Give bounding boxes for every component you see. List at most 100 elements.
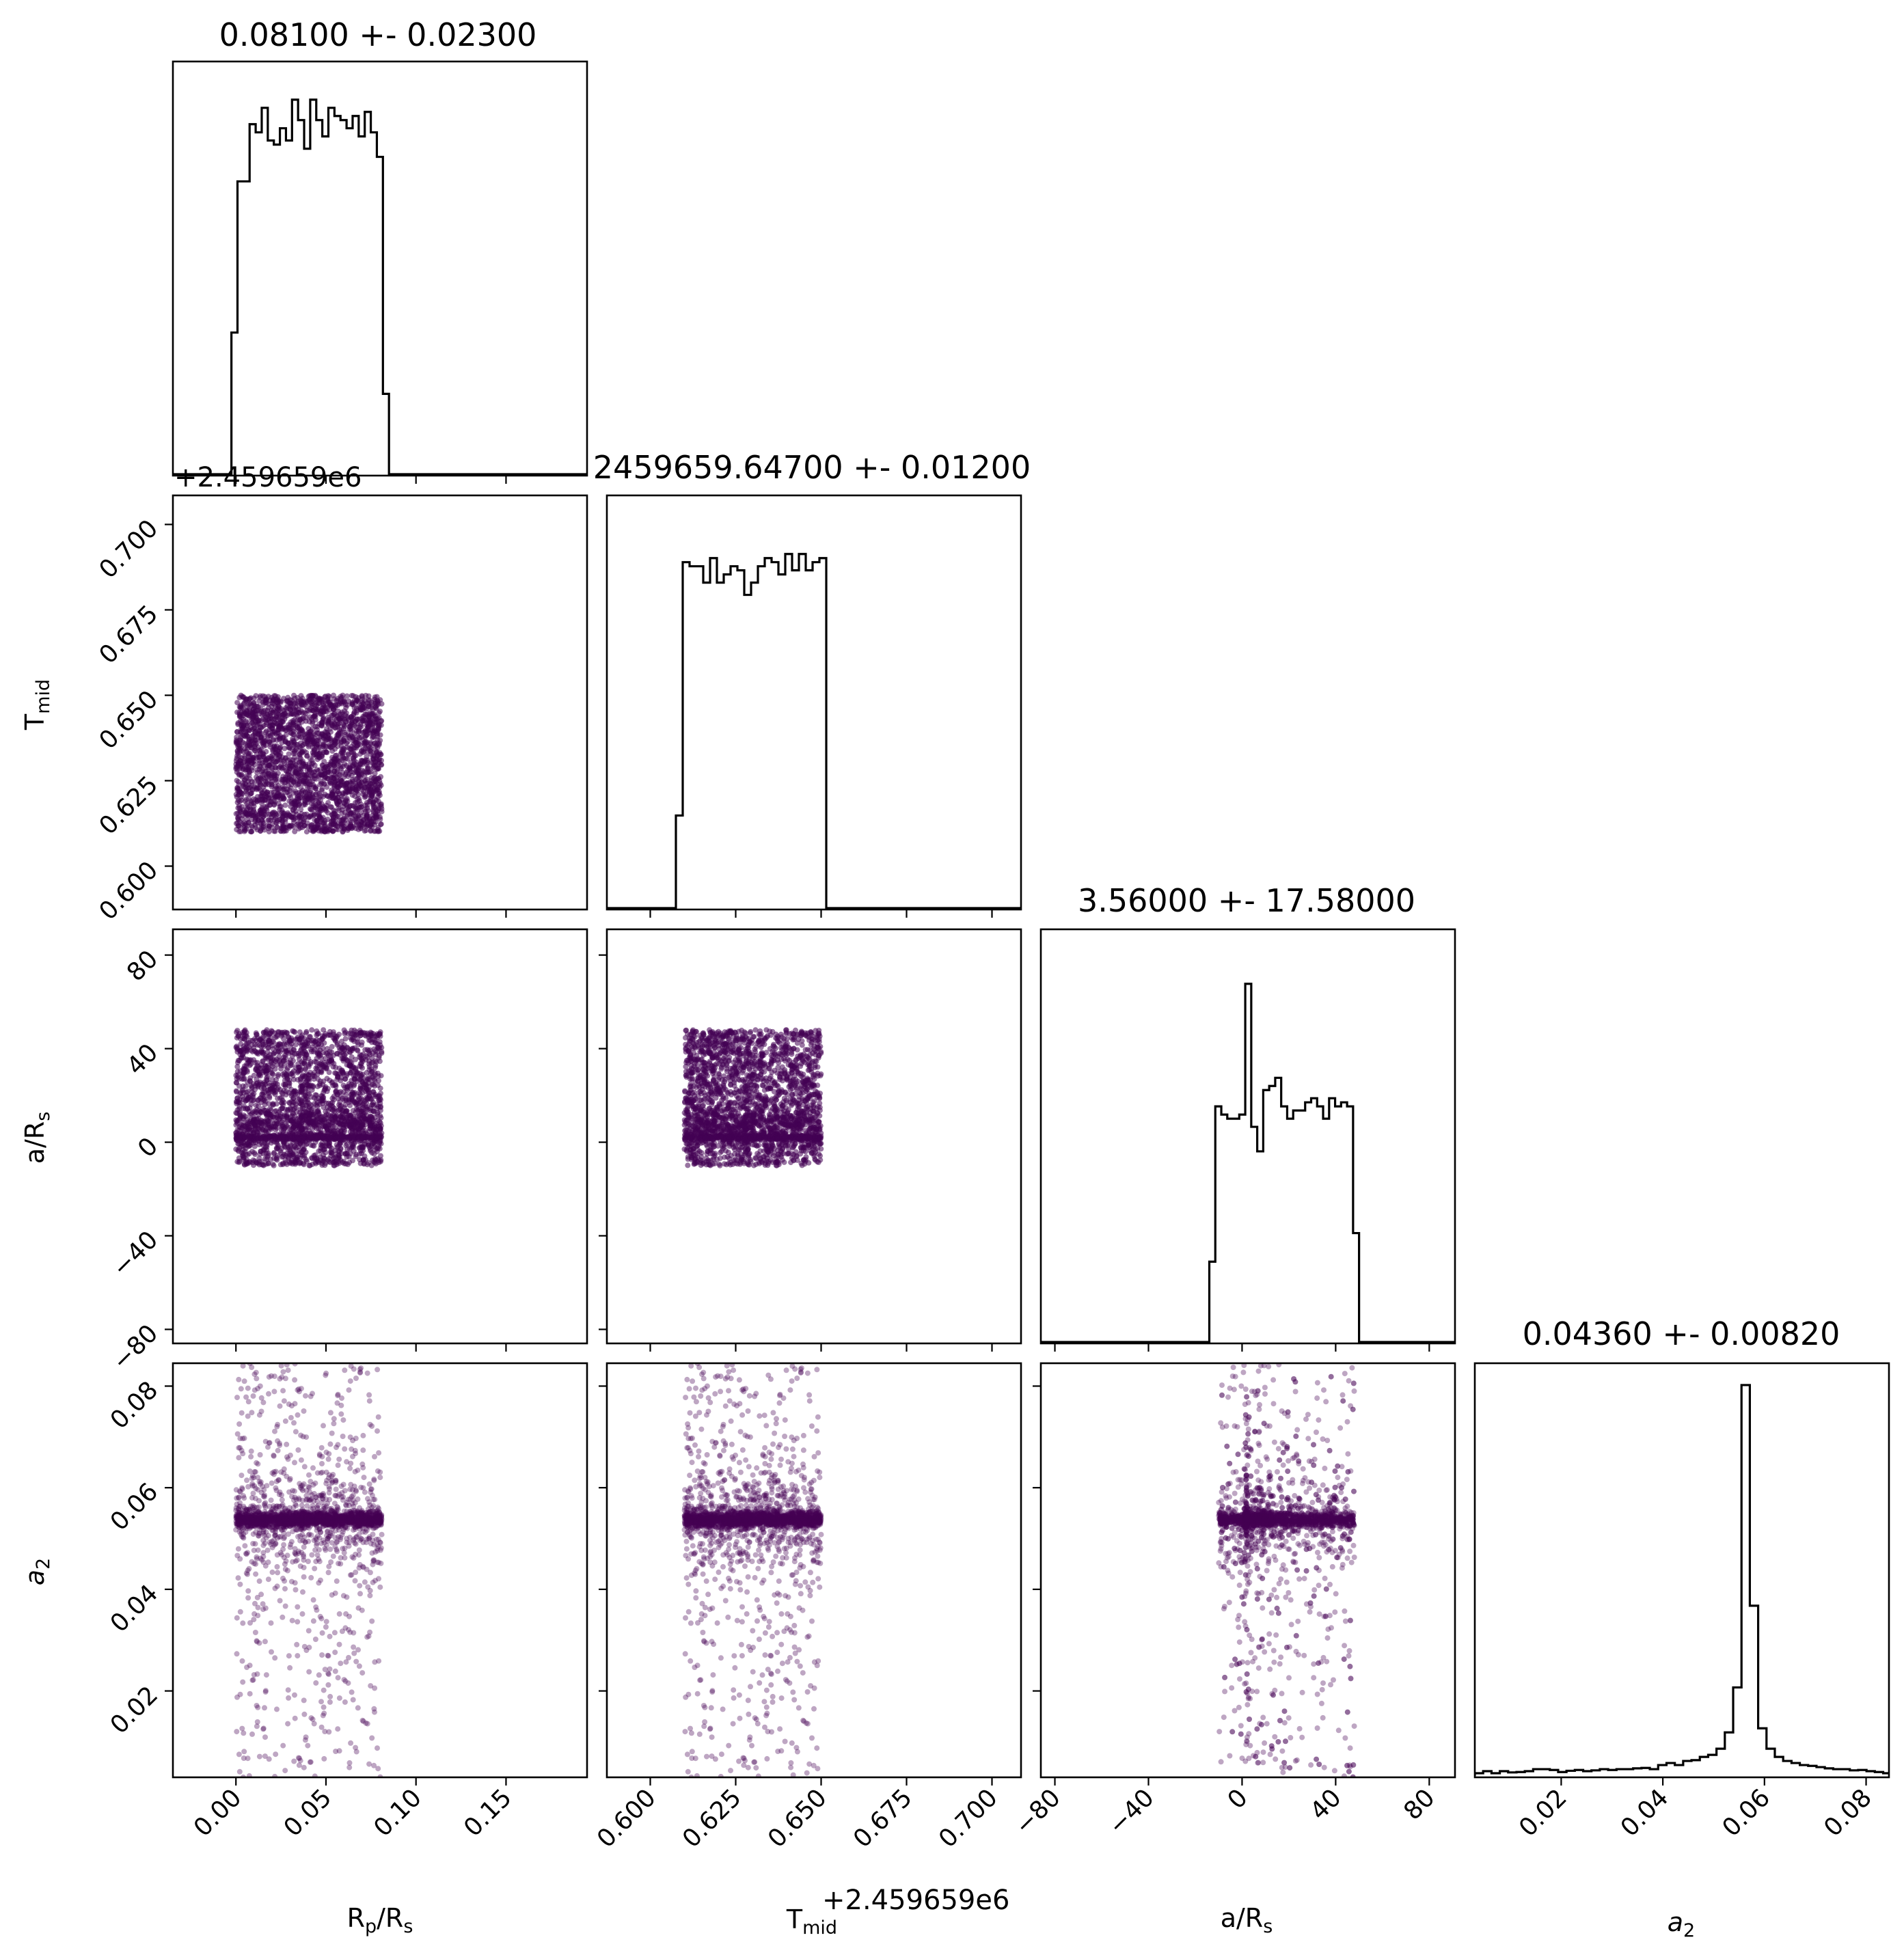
scatter-point — [265, 738, 271, 744]
scatter-point — [289, 801, 295, 807]
scatter-point — [252, 748, 258, 754]
scatter-point — [352, 793, 358, 799]
scatter-point — [284, 1114, 290, 1120]
scatter-point — [273, 794, 279, 800]
scatter-point — [340, 1125, 346, 1131]
scatter-point — [332, 1114, 338, 1120]
scatter-point — [314, 697, 321, 703]
scatter-point — [306, 1091, 312, 1097]
scatter-point — [314, 795, 320, 802]
scatter-point — [313, 1065, 319, 1071]
scatter-point — [260, 1058, 266, 1065]
axes-frame — [172, 60, 588, 477]
scatter-point — [303, 1043, 310, 1050]
scatter-point — [359, 694, 365, 700]
scatter-point — [351, 730, 357, 737]
scatter-point — [254, 767, 260, 773]
scatter-point — [260, 710, 267, 716]
scatter-point — [256, 1155, 262, 1162]
scatter-point — [302, 1067, 308, 1073]
scatter-point — [346, 1063, 353, 1069]
scatter-point — [306, 1038, 312, 1044]
scatter-point — [341, 697, 347, 703]
scatter-point — [318, 787, 325, 793]
scatter-point — [299, 1102, 305, 1108]
scatter-point — [299, 748, 305, 754]
scatter-point — [262, 1137, 268, 1143]
scatter-point — [351, 709, 357, 715]
scatter-point — [258, 1043, 264, 1050]
scatter-point — [374, 716, 380, 722]
scatter-point — [250, 733, 256, 739]
scatter-point — [316, 750, 323, 756]
scatter-point — [378, 802, 383, 808]
scatter-point — [319, 720, 325, 726]
scatter-point — [362, 1153, 368, 1159]
scatter-point — [310, 740, 316, 746]
scatter-point — [306, 1063, 312, 1069]
scatter-point — [264, 1088, 271, 1094]
scatter-point — [336, 708, 341, 714]
scatter-point — [263, 728, 269, 734]
scatter-point — [267, 1115, 273, 1121]
scatter-point — [235, 722, 241, 728]
scatter-point — [308, 733, 314, 739]
scatter-point — [334, 733, 340, 738]
scatter-point — [290, 760, 296, 766]
scatter-point — [241, 825, 247, 831]
scatter-point — [321, 1094, 327, 1100]
scatter-point — [368, 751, 374, 757]
scatter-point — [321, 1078, 327, 1084]
scatter-point — [245, 1106, 251, 1112]
scatter-point — [298, 726, 304, 732]
scatter-point — [354, 783, 360, 789]
scatter-point — [292, 772, 298, 778]
scatter-point — [329, 828, 336, 834]
scatter-point — [364, 821, 370, 828]
scatter-point — [238, 735, 244, 741]
scatter-point — [307, 767, 313, 774]
scatter-point — [257, 810, 263, 816]
scatter-point — [245, 746, 250, 752]
scatter-point — [261, 1096, 267, 1102]
scatter-point — [264, 822, 271, 828]
scatter-point — [302, 772, 308, 778]
scatter-point — [365, 788, 370, 793]
title-tmid: 2459659.64700 +- 0.01200 — [593, 449, 1031, 486]
scatter-point — [271, 730, 277, 735]
scatter-point — [264, 1126, 270, 1132]
scatter-point — [342, 724, 348, 729]
scatter-point — [334, 1033, 340, 1039]
scatter-point — [363, 780, 369, 787]
scatter-points-ars-vs-rp — [233, 1027, 385, 1168]
scatter-point — [339, 793, 345, 799]
scatter-point — [286, 751, 292, 757]
scatter-point — [326, 1159, 332, 1164]
scatter-point — [290, 717, 296, 724]
scatter-point — [309, 1027, 315, 1033]
scatter-point — [267, 733, 273, 739]
scatter-point — [331, 1155, 337, 1161]
scatter-point — [269, 765, 275, 771]
scatter-point — [275, 1071, 282, 1078]
scatter-point — [310, 1111, 316, 1117]
scatter-point — [234, 1089, 240, 1095]
scatter-point — [353, 825, 359, 832]
scatter-point — [256, 748, 262, 754]
scatter-point — [368, 775, 375, 781]
scatter-point — [269, 810, 275, 816]
scatter-point — [260, 741, 267, 748]
scatter-point — [288, 794, 294, 800]
scatter-point — [340, 692, 346, 698]
scatter-point — [315, 1030, 321, 1037]
scatter-point — [236, 828, 243, 834]
scatter-point — [370, 756, 377, 762]
scatter-point — [279, 1031, 285, 1037]
scatter-point — [359, 730, 366, 736]
scatter-point — [360, 700, 366, 707]
scatter-point — [343, 784, 349, 791]
scatter-point — [233, 1044, 239, 1050]
scatter-point — [243, 731, 249, 737]
scatter-point — [379, 717, 385, 724]
